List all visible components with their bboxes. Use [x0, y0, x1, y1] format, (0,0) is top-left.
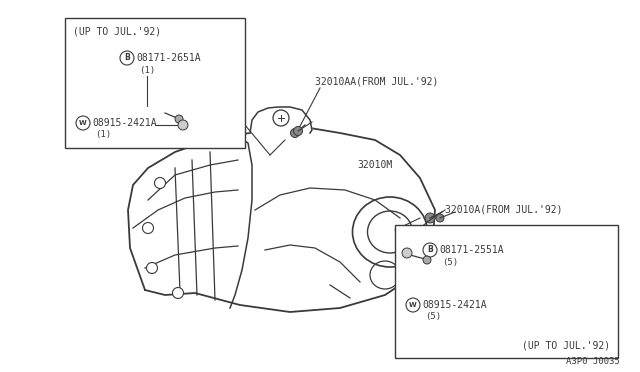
Text: (UP TO JUL.'92): (UP TO JUL.'92)	[73, 27, 161, 37]
Text: 08915-2421A: 08915-2421A	[422, 300, 486, 310]
Text: 08915-2421A: 08915-2421A	[92, 118, 157, 128]
Circle shape	[291, 128, 300, 138]
Circle shape	[178, 120, 188, 130]
Text: B: B	[427, 246, 433, 254]
Text: 08171-2651A: 08171-2651A	[136, 53, 200, 63]
Circle shape	[154, 177, 166, 189]
Text: W: W	[79, 120, 87, 126]
Polygon shape	[128, 120, 435, 312]
Text: 32010A(FROM JUL.'92): 32010A(FROM JUL.'92)	[445, 205, 563, 215]
Text: (UP TO JUL.'92): (UP TO JUL.'92)	[522, 341, 610, 351]
Text: (5): (5)	[425, 312, 441, 321]
Circle shape	[402, 248, 412, 258]
Bar	[395, 225, 618, 358]
Circle shape	[436, 214, 444, 222]
Text: B: B	[124, 54, 130, 62]
Circle shape	[147, 263, 157, 273]
Text: (1): (1)	[95, 131, 111, 140]
Circle shape	[173, 288, 184, 298]
Polygon shape	[250, 107, 312, 133]
Text: W: W	[409, 302, 417, 308]
Circle shape	[175, 115, 183, 123]
Text: 32010AA(FROM JUL.'92): 32010AA(FROM JUL.'92)	[315, 77, 438, 87]
Text: A3P0 J0035: A3P0 J0035	[566, 357, 620, 366]
Text: 32010M: 32010M	[357, 160, 392, 170]
Text: (1): (1)	[139, 65, 155, 74]
Circle shape	[423, 256, 431, 264]
Circle shape	[425, 213, 435, 223]
Text: (5): (5)	[442, 257, 458, 266]
Text: 08171-2551A: 08171-2551A	[439, 245, 504, 255]
Bar	[65, 18, 245, 148]
Circle shape	[143, 222, 154, 234]
Circle shape	[294, 126, 303, 135]
